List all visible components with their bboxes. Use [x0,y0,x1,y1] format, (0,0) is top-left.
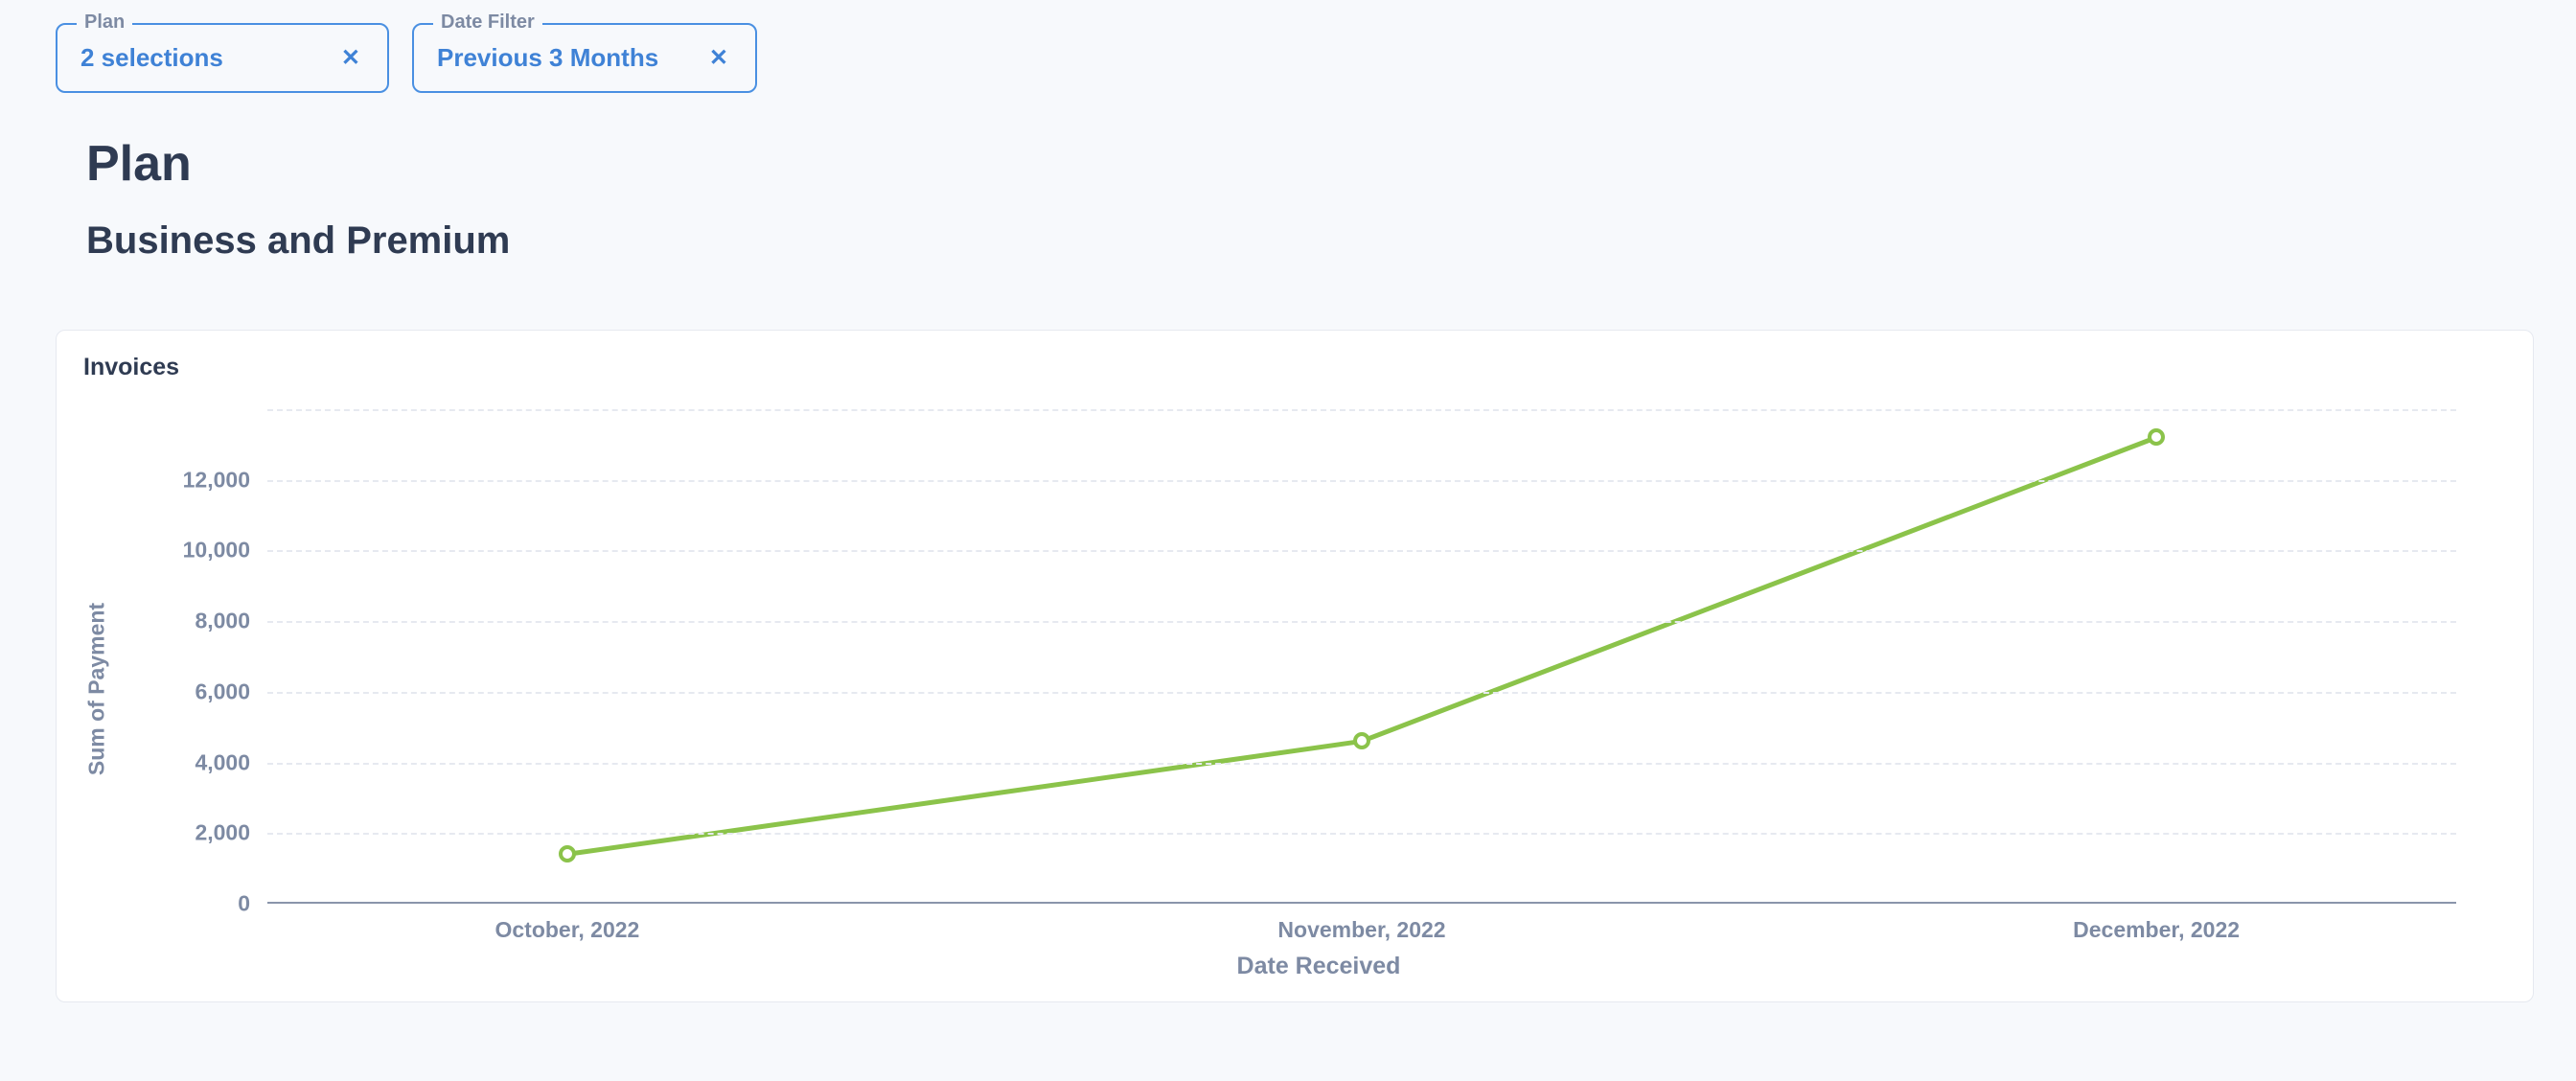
filter-bar: Plan 2 selections ✕ Date Filter Previous… [56,23,2520,93]
chart-line [567,437,2156,854]
filter-chip-date-value: Previous 3 Months [437,43,658,73]
y-tick-label: 4,000 [195,749,250,775]
line-chart-svg [267,409,2456,904]
gridline [267,409,2456,411]
y-tick-label: 6,000 [195,678,250,704]
gridline [267,833,2456,835]
close-icon[interactable]: ✕ [705,40,732,76]
gridline [267,550,2456,552]
y-tick-label: 12,000 [183,467,250,493]
filter-chip-plan-legend: Plan [77,12,132,34]
filter-chip-plan-value: 2 selections [80,43,223,73]
x-axis-label: Date Received [1237,953,1401,980]
gridline [267,480,2456,482]
chart-card: Invoices Sum of Payment Date Received 02… [56,330,2534,1002]
y-tick-label: 10,000 [183,538,250,564]
x-tick-label: October, 2022 [494,917,639,943]
y-tick-label: 8,000 [195,609,250,634]
gridline [267,692,2456,694]
y-tick-label: 2,000 [195,820,250,846]
y-tick-label: 0 [238,891,250,917]
filter-chip-date-legend: Date Filter [433,12,542,34]
plot-area: 02,0004,0006,0008,00010,00012,000October… [267,409,2456,904]
y-axis-label: Sum of Payment [84,603,110,775]
gridline [267,763,2456,765]
page-subtitle: Business and Premium [86,219,2520,263]
page-title: Plan [86,135,2520,193]
chart-title: Invoices [83,354,2495,381]
x-tick-label: December, 2022 [2073,917,2240,943]
x-tick-label: November, 2022 [1277,917,1445,943]
close-icon[interactable]: ✕ [337,40,364,76]
chart-area: Sum of Payment Date Received 02,0004,000… [143,400,2495,978]
filter-chip-plan[interactable]: Plan 2 selections ✕ [56,23,389,93]
gridline [267,621,2456,623]
page-root: Plan 2 selections ✕ Date Filter Previous… [0,0,2576,1002]
filter-chip-date[interactable]: Date Filter Previous 3 Months ✕ [412,23,757,93]
